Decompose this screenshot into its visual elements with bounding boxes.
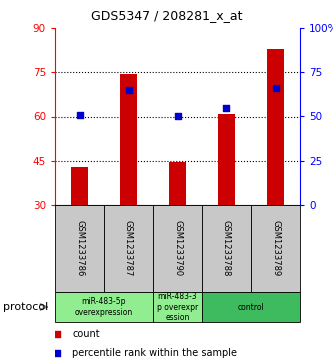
Text: count: count [72, 329, 100, 339]
Bar [153, 292, 202, 322]
Text: GSM1233790: GSM1233790 [173, 220, 182, 277]
Bar [251, 205, 300, 292]
Point [55, 331, 60, 337]
Bar [153, 205, 202, 292]
Bar [169, 162, 186, 205]
Text: miR-483-3
p overexpr
ession: miR-483-3 p overexpr ession [157, 292, 198, 322]
Bar [218, 114, 235, 205]
Bar [55, 205, 104, 292]
Text: GSM1233786: GSM1233786 [75, 220, 84, 277]
Text: percentile rank within the sample: percentile rank within the sample [72, 348, 237, 358]
Text: GDS5347 / 208281_x_at: GDS5347 / 208281_x_at [91, 9, 242, 22]
Bar [267, 49, 284, 205]
Point [273, 85, 278, 91]
Point [77, 112, 82, 118]
Bar [55, 292, 153, 322]
Bar [120, 74, 137, 205]
Point [126, 87, 131, 93]
Point [224, 105, 229, 111]
Text: GSM1233787: GSM1233787 [124, 220, 133, 277]
Bar [202, 292, 300, 322]
Point [55, 350, 60, 356]
Bar [71, 167, 88, 205]
Bar [202, 205, 251, 292]
Bar [104, 205, 153, 292]
Text: control: control [238, 302, 264, 311]
Point [175, 113, 180, 118]
Text: GSM1233788: GSM1233788 [222, 220, 231, 277]
Text: GSM1233789: GSM1233789 [271, 220, 280, 277]
Text: miR-483-5p
overexpression: miR-483-5p overexpression [75, 297, 133, 317]
Text: protocol: protocol [3, 302, 49, 312]
